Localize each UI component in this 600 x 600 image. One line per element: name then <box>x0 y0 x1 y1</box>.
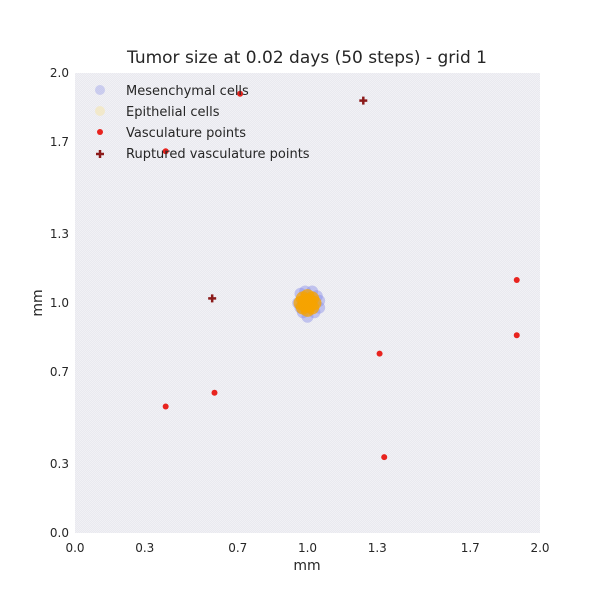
vasculature-point <box>376 350 383 357</box>
x-tick-label: 1.7 <box>461 541 480 555</box>
legend-label-mesenchymal: Mesenchymal cells <box>126 84 249 99</box>
ruptured-vasculature-point <box>359 96 368 105</box>
vasculature-point <box>162 403 169 410</box>
x-tick-label: 0.0 <box>65 541 84 555</box>
x-tick-label: 0.7 <box>228 541 247 555</box>
legend-label-vasculature: Vasculature points <box>126 126 246 141</box>
legend: Mesenchymal cells Epithelial cells Vascu… <box>95 84 310 162</box>
y-tick-label: 0.3 <box>50 457 69 471</box>
ruptured-vasculature-point <box>208 294 217 303</box>
y-tick-label: 0.0 <box>50 526 69 540</box>
x-axis-ticks: 0.0 0.3 0.7 1.0 1.3 1.7 2.0 <box>65 541 549 555</box>
vasculature-point <box>513 277 520 283</box>
vasculature-point <box>211 389 218 396</box>
legend-marker-epithelial <box>95 106 105 116</box>
x-tick-label: 1.3 <box>368 541 387 555</box>
y-tick-label: 2.0 <box>50 66 69 80</box>
legend-marker-vasculature <box>97 129 103 135</box>
y-tick-label: 1.7 <box>50 135 69 149</box>
y-axis-ticks: 0.0 0.3 0.7 1.0 1.3 1.7 2.0 <box>50 66 69 540</box>
legend-marker-ruptured <box>96 150 104 158</box>
vasculature-point <box>513 332 520 339</box>
y-tick-label: 0.7 <box>50 365 69 379</box>
legend-label-ruptured: Ruptured vasculature points <box>126 147 310 162</box>
y-tick-label: 1.3 <box>50 227 69 241</box>
data-points <box>162 90 520 461</box>
x-tick-label: 1.0 <box>298 541 317 555</box>
epithelial-cell-point <box>298 293 313 308</box>
y-tick-label: 1.0 <box>50 296 69 310</box>
x-tick-label: 0.3 <box>135 541 154 555</box>
legend-marker-mesenchymal <box>95 85 105 95</box>
legend-label-epithelial: Epithelial cells <box>126 105 220 120</box>
x-tick-label: 2.0 <box>530 541 549 555</box>
x-axis-label: mm <box>293 558 320 574</box>
vasculature-point <box>162 148 169 155</box>
chart-title: Tumor size at 0.02 days (50 steps) - gri… <box>126 48 487 68</box>
y-axis-label: mm <box>30 289 46 316</box>
vasculature-point <box>381 454 388 461</box>
vasculature-point <box>237 90 244 97</box>
